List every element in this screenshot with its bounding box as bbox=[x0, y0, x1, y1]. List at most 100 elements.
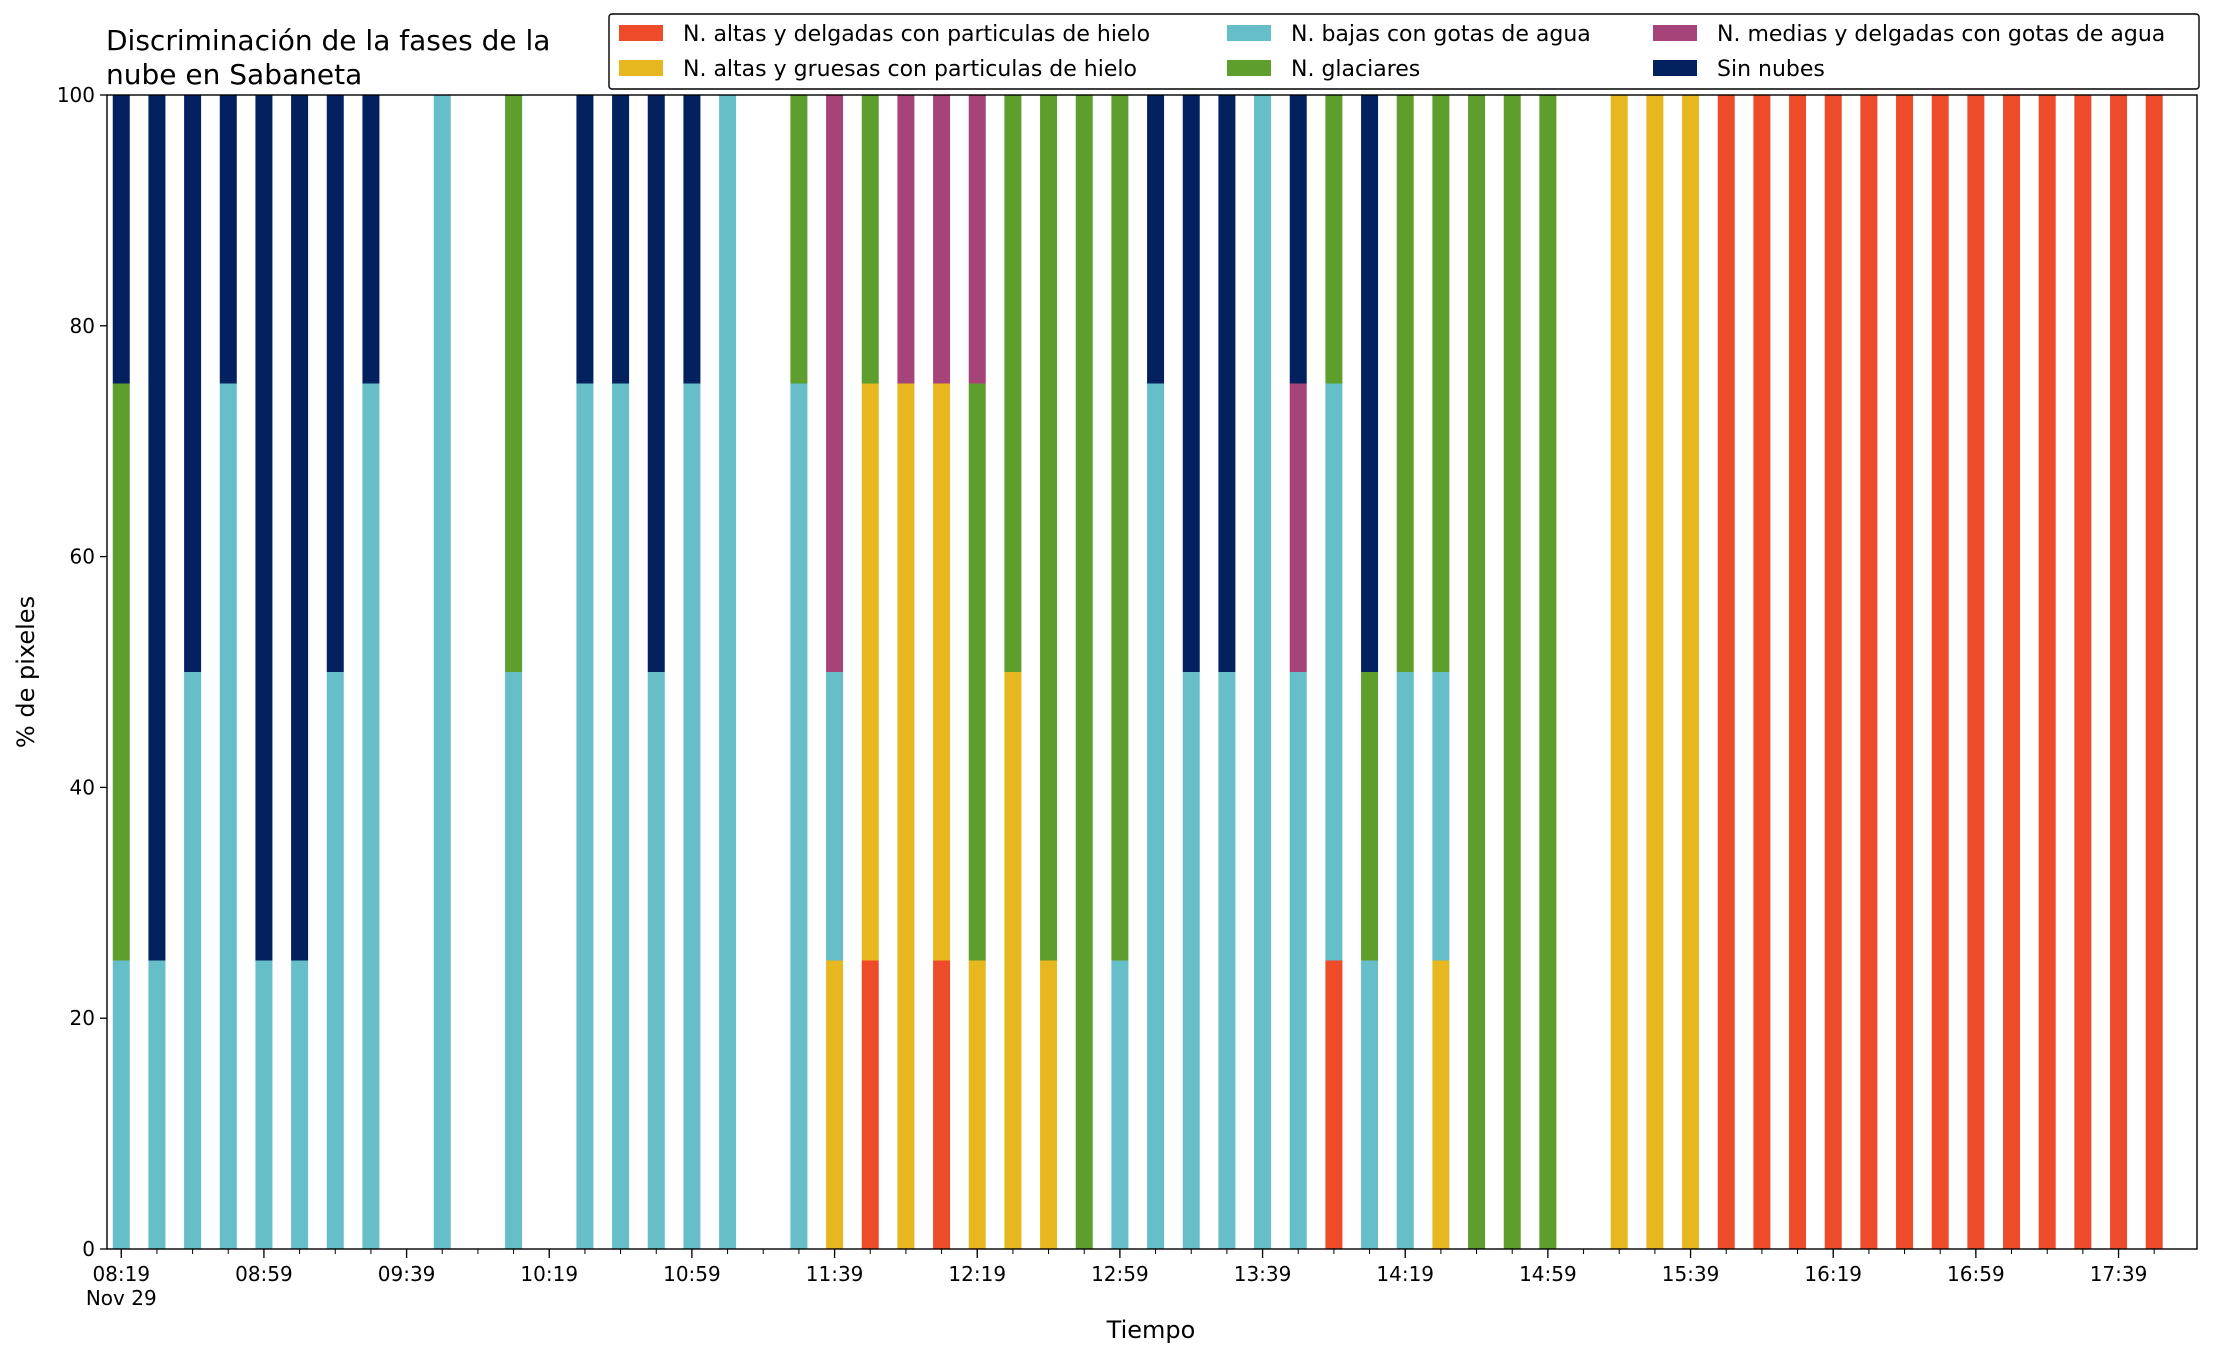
bar-segment bbox=[933, 95, 951, 384]
bar-segment bbox=[1361, 960, 1379, 1249]
bar-segment bbox=[861, 960, 879, 1249]
x-tick-label: 15:39 bbox=[1662, 1262, 1720, 1286]
bar-segment bbox=[1503, 95, 1521, 1249]
bar-segment bbox=[1432, 672, 1450, 961]
bar-segment bbox=[1289, 95, 1307, 384]
bar-segment bbox=[968, 960, 986, 1249]
bar-segment bbox=[1896, 95, 1914, 1249]
bar-segment bbox=[933, 383, 951, 961]
bar-segment bbox=[683, 95, 701, 384]
bar-segment bbox=[683, 383, 701, 1249]
bar-segment bbox=[255, 95, 273, 961]
bar-segment bbox=[1147, 95, 1165, 384]
bar-segment bbox=[790, 383, 808, 1249]
bar-segment bbox=[1682, 95, 1700, 1249]
bar-segment bbox=[1753, 95, 1771, 1249]
bar-segment bbox=[1111, 960, 1129, 1249]
legend-swatch bbox=[619, 60, 663, 76]
bar-segment bbox=[1396, 95, 1414, 672]
legend-label: N. bajas con gotas de agua bbox=[1291, 22, 1591, 47]
bar-segment bbox=[1254, 95, 1272, 1249]
bar-segment bbox=[326, 672, 344, 1249]
x-tick-label: 10:19 bbox=[520, 1262, 578, 1286]
x-tick-label: 17:39 bbox=[2090, 1262, 2148, 1286]
bar-segment bbox=[576, 383, 594, 1249]
y-tick-label: 0 bbox=[82, 1237, 95, 1261]
bar-segment bbox=[219, 383, 237, 1249]
bar-segment bbox=[2110, 95, 2128, 1249]
y-tick-label: 20 bbox=[70, 1006, 95, 1030]
bar-segment bbox=[933, 960, 951, 1249]
x-tick-label: 14:19 bbox=[1376, 1262, 1434, 1286]
bar-segment bbox=[1289, 383, 1307, 672]
bar-segment bbox=[1468, 95, 1486, 1249]
bar-segment bbox=[2038, 95, 2056, 1249]
legend-swatch bbox=[1227, 25, 1271, 41]
bar-segment bbox=[576, 95, 594, 384]
bar-segment bbox=[1111, 95, 1129, 961]
x-date-label: Nov 29 bbox=[86, 1286, 157, 1310]
bar-segment bbox=[1361, 95, 1379, 672]
bar-segment bbox=[505, 672, 523, 1249]
x-tick-label: 08:59 bbox=[235, 1262, 293, 1286]
bar-segment bbox=[148, 960, 166, 1249]
bar-segment bbox=[1432, 960, 1450, 1249]
bar-segment bbox=[1147, 383, 1165, 1249]
bar-segment bbox=[1824, 95, 1842, 1249]
bar-segment bbox=[647, 95, 665, 672]
legend-swatch bbox=[1227, 60, 1271, 76]
bar-segment bbox=[2145, 95, 2163, 1249]
bar-segment bbox=[968, 95, 986, 384]
bar-segment bbox=[719, 95, 737, 1249]
bar-segment bbox=[790, 95, 808, 384]
bar-segment bbox=[1967, 95, 1985, 1249]
bar-segment bbox=[1040, 95, 1058, 961]
bar-segment bbox=[861, 95, 879, 384]
bar-segment bbox=[112, 960, 130, 1249]
bar-segment bbox=[505, 95, 523, 672]
x-tick-label: 12:19 bbox=[948, 1262, 1006, 1286]
bar-segment bbox=[612, 383, 630, 1249]
bar-segment bbox=[897, 95, 915, 384]
bar-segment bbox=[1040, 960, 1058, 1249]
bar-segment bbox=[968, 383, 986, 961]
legend-label: N. glaciares bbox=[1291, 57, 1420, 82]
bar-segment bbox=[1396, 672, 1414, 1249]
bar-segment bbox=[1717, 95, 1735, 1249]
bar-segment bbox=[112, 383, 130, 961]
bar-segment bbox=[1182, 672, 1200, 1249]
bar-segment bbox=[897, 383, 915, 1249]
bar-segment bbox=[2003, 95, 2021, 1249]
y-tick-label: 60 bbox=[70, 545, 95, 569]
bar-segment bbox=[1361, 672, 1379, 961]
plot-frame bbox=[106, 94, 2198, 1250]
bar-segment bbox=[184, 95, 202, 672]
bar-segment bbox=[612, 95, 630, 384]
bar-segment bbox=[1610, 95, 1628, 1249]
bar-segment bbox=[184, 672, 202, 1249]
bar-segment bbox=[1539, 95, 1557, 1249]
y-tick-label: 40 bbox=[70, 775, 95, 799]
bar-segment bbox=[219, 95, 237, 384]
x-tick-label: 16:59 bbox=[1947, 1262, 2005, 1286]
bar-segment bbox=[1325, 960, 1343, 1249]
x-axis-label: Tiempo bbox=[1106, 1316, 1196, 1344]
y-axis-label: % de pixeles bbox=[12, 596, 40, 748]
bar-segment bbox=[1004, 95, 1022, 672]
y-tick-label: 100 bbox=[57, 83, 95, 107]
bar-segment bbox=[1289, 672, 1307, 1249]
bar-segment bbox=[2074, 95, 2092, 1249]
bar-segment bbox=[1789, 95, 1807, 1249]
bar-segment bbox=[291, 960, 309, 1249]
bar-segment bbox=[1004, 672, 1022, 1249]
bar-segment bbox=[291, 95, 309, 961]
bar-segment bbox=[826, 960, 844, 1249]
legend-swatch bbox=[1653, 25, 1697, 41]
x-tick-label: 11:39 bbox=[806, 1262, 864, 1286]
bar-segment bbox=[1325, 383, 1343, 961]
x-tick-label: 10:59 bbox=[663, 1262, 721, 1286]
chart-title-line-1: Discriminación de la fases de la bbox=[106, 24, 550, 57]
bar-segment bbox=[647, 672, 665, 1249]
bar-segment bbox=[433, 95, 451, 1249]
